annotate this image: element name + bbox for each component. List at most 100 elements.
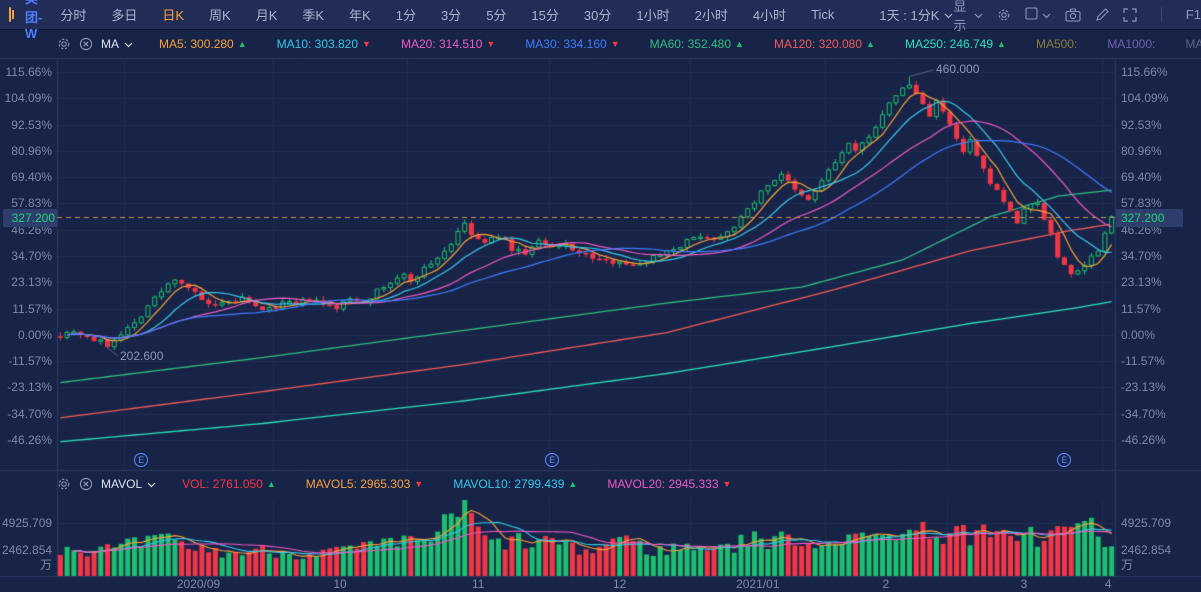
indicator-chip-MAVOL10[interactable]: MAVOL10: 2799.439 ▲ bbox=[453, 477, 577, 491]
tab-3分[interactable]: 3分 bbox=[440, 8, 462, 23]
symbol-title[interactable]: 美团-W bbox=[25, 0, 43, 41]
tab-周K[interactable]: 周K bbox=[209, 8, 231, 23]
ma-indicator-bar: MA MA5: 300.280 ▲ MA10: 303.820 ▼ MA20: 314.… bbox=[0, 30, 1201, 58]
y-axis-tick: 23.13% bbox=[1121, 275, 1162, 290]
chevron-down-icon bbox=[124, 37, 133, 51]
y-axis-tick: 92.53% bbox=[11, 117, 52, 132]
chart-type-icon[interactable] bbox=[1025, 6, 1051, 23]
down-triangle-icon: ▼ bbox=[722, 478, 732, 489]
down-triangle-icon: ▼ bbox=[486, 38, 496, 49]
tab-Tick[interactable]: Tick bbox=[811, 7, 835, 22]
indicator-chip-MA10[interactable]: MA10: 303.820 ▼ bbox=[277, 37, 371, 51]
y-axis-tick: -34.70% bbox=[1121, 406, 1166, 421]
settings-gear-icon[interactable] bbox=[57, 37, 71, 51]
y-axis-tick: 57.83% bbox=[1121, 196, 1162, 211]
indicator-value: MA30: 334.160 bbox=[525, 37, 607, 51]
vol-indicator-bar: MAVOL VOL: 2761.050 ▲ MAVOL5: 2965.303 ▼ MAV… bbox=[0, 470, 1201, 498]
tab-2小时[interactable]: 2小时 bbox=[694, 8, 728, 23]
indicator-value: MA5: 300.280 bbox=[159, 37, 234, 51]
tab-15分[interactable]: 15分 bbox=[531, 8, 559, 23]
down-triangle-icon: ▼ bbox=[362, 38, 371, 49]
indicator-chip-MA1[interactable]: MA1: bbox=[1185, 37, 1201, 51]
up-triangle-icon: ▲ bbox=[866, 38, 875, 49]
low-price-annotation: 202.600 bbox=[120, 349, 164, 363]
tab-分时[interactable]: 分时 bbox=[60, 8, 87, 23]
tab-年K[interactable]: 年K bbox=[349, 8, 371, 23]
x-axis-tick: 3 bbox=[1020, 577, 1028, 591]
display-dropdown[interactable]: 显示 bbox=[953, 0, 983, 34]
tab-30分[interactable]: 30分 bbox=[583, 8, 612, 23]
x-axis-tick: 2021/01 bbox=[736, 577, 780, 591]
indicator-chip-MA60[interactable]: MA60: 352.480 ▲ bbox=[650, 37, 744, 51]
tab-多日[interactable]: 多日 bbox=[111, 8, 138, 23]
fullscreen-icon[interactable] bbox=[1123, 7, 1137, 22]
tab-1小时[interactable]: 1小时 bbox=[636, 8, 670, 23]
indicator-value: MA250: 246.749 bbox=[904, 37, 994, 51]
up-triangle-icon: ▲ bbox=[266, 478, 276, 489]
volume-unit-label: 万 bbox=[1121, 558, 1134, 572]
tab-月K[interactable]: 月K bbox=[255, 8, 278, 23]
up-triangle-icon: ▲ bbox=[568, 478, 578, 489]
x-axis-tick: 11 bbox=[471, 577, 485, 591]
up-triangle-icon: ▲ bbox=[237, 38, 247, 49]
indicator-chip-MA30[interactable]: MA30: 334.160 ▼ bbox=[525, 37, 619, 51]
y-axis-tick: 69.40% bbox=[11, 170, 52, 185]
tab-季K[interactable]: 季K bbox=[302, 8, 325, 23]
indicator-chip-MAVOL5[interactable]: MAVOL5: 2965.303 ▼ bbox=[306, 477, 423, 491]
chevron-down-icon bbox=[944, 7, 953, 22]
vol-indicator-selector[interactable]: MAVOL bbox=[101, 477, 156, 491]
indicator-chip-MA120[interactable]: MA120: 320.080 ▲ bbox=[774, 37, 875, 51]
panel-toggle-icon[interactable] bbox=[9, 7, 14, 22]
indicator-chip-MA500[interactable]: MA500: bbox=[1036, 37, 1077, 51]
camera-icon[interactable] bbox=[1065, 7, 1081, 22]
y-axis-tick: -34.70% bbox=[7, 406, 52, 421]
indicator-chip-MA1000[interactable]: MA1000: bbox=[1107, 37, 1155, 51]
event-badge-icon[interactable]: E bbox=[545, 453, 560, 467]
close-circle-icon[interactable] bbox=[79, 477, 93, 491]
chevron-down-icon bbox=[974, 7, 983, 22]
indicator-chip-MA250[interactable]: MA250: 246.749 ▲ bbox=[905, 37, 1006, 51]
y-axis-tick: 92.53% bbox=[1121, 117, 1162, 132]
tab-5分[interactable]: 5分 bbox=[486, 8, 507, 23]
volume-axis-tick: 4925.709 bbox=[1121, 516, 1172, 530]
ma-indicator-selector[interactable]: MA bbox=[101, 37, 133, 51]
y-axis-tick: 34.70% bbox=[1121, 248, 1162, 263]
indicator-value: MA500: bbox=[1035, 37, 1078, 51]
down-triangle-icon: ▼ bbox=[610, 38, 620, 49]
close-circle-icon[interactable] bbox=[79, 37, 93, 51]
up-triangle-icon: ▲ bbox=[997, 38, 1006, 49]
f10-button[interactable]: F10 bbox=[1185, 7, 1201, 22]
indicator-value: MAVOL5: 2965.303 bbox=[305, 477, 411, 491]
tab-日K[interactable]: 日K bbox=[162, 8, 185, 23]
event-badge-icon[interactable]: E bbox=[1057, 453, 1072, 467]
y-axis-tick: 80.96% bbox=[1121, 143, 1162, 158]
period-selector-label: 1天 : 1分K bbox=[879, 8, 940, 23]
indicator-chip-MAVOL20[interactable]: MAVOL20: 2945.333 ▼ bbox=[607, 477, 731, 491]
vol-values: VOL: 2761.050 ▲ MAVOL5: 2965.303 ▼ MAVOL10: … bbox=[182, 477, 761, 491]
y-axis-tick: 23.13% bbox=[11, 275, 52, 290]
indicator-value: MA120: 320.080 bbox=[773, 37, 863, 51]
x-axis-tick: 2 bbox=[882, 577, 890, 591]
x-axis-tick: 4 bbox=[1104, 577, 1112, 591]
event-badge-icon[interactable]: E bbox=[134, 453, 149, 467]
ma-values: MA5: 300.280 ▲ MA10: 303.820 ▼ MA20: 314.510… bbox=[159, 37, 1201, 51]
period-selector[interactable]: 1天 : 1分K bbox=[879, 5, 953, 24]
tab-4小时[interactable]: 4小时 bbox=[752, 8, 787, 23]
y-axis-tick: -11.57% bbox=[1121, 354, 1165, 369]
up-triangle-icon: ▲ bbox=[735, 38, 744, 49]
tab-1分[interactable]: 1分 bbox=[395, 8, 416, 23]
draw-pencil-icon[interactable] bbox=[1095, 7, 1109, 22]
settings-gear-icon[interactable] bbox=[997, 8, 1011, 22]
y-axis-tick: 115.66% bbox=[5, 65, 52, 79]
y-axis-tick: -46.26% bbox=[1121, 432, 1166, 447]
settings-gear-icon[interactable] bbox=[57, 477, 71, 491]
y-axis-tick: -23.13% bbox=[1121, 380, 1166, 395]
last-price-tag: 327.200 bbox=[3, 208, 57, 227]
indicator-chip-MA5[interactable]: MA5: 300.280 ▲ bbox=[159, 37, 247, 51]
volume-axis-tick: 2462.854 bbox=[2, 542, 53, 557]
ma-indicator-name: MA bbox=[101, 37, 119, 51]
y-axis-tick: -23.13% bbox=[7, 380, 52, 395]
indicator-chip-MA20[interactable]: MA20: 314.510 ▼ bbox=[401, 37, 495, 51]
indicator-chip-VOL[interactable]: VOL: 2761.050 ▲ bbox=[182, 477, 276, 491]
